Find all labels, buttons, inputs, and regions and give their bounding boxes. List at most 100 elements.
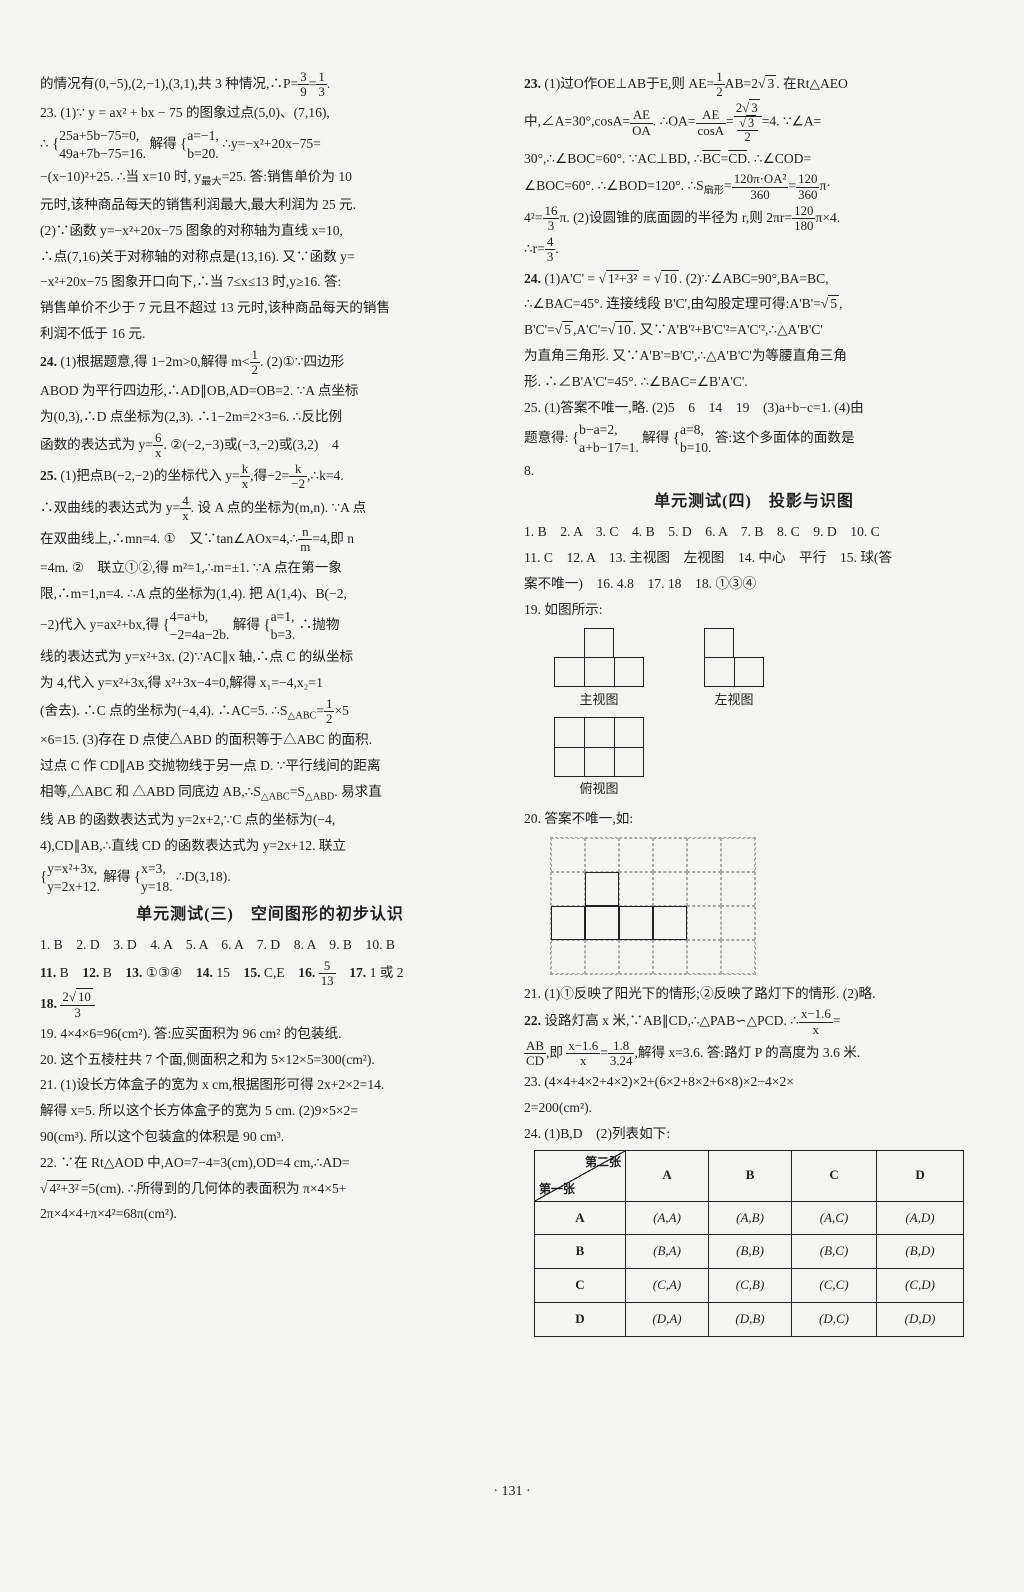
table-cell: (B,C)	[792, 1235, 877, 1269]
table-cell: (A,B)	[709, 1201, 792, 1235]
top-view-shape	[554, 717, 644, 777]
unit3-heading: 单元测试(三) 空间图形的初步认识	[40, 901, 500, 929]
text-line: 为(0,3),∴D 点坐标为(2,3). ∴1−2m=2×3=6. ∴反比例	[40, 405, 500, 429]
text-line: 90(cm³). 所以这个包装盒的体积是 90 cm³.	[40, 1125, 500, 1149]
table-cell: (D,B)	[709, 1302, 792, 1336]
text-line: 20. 这个五棱柱共 7 个面,侧面积之和为 5×12×5=300(cm²).	[40, 1048, 500, 1072]
text-line: 11. C 12. A 13. 主视图 左视图 14. 中心 平行 15. 球(…	[524, 546, 984, 570]
top-view-label: 俯视图	[554, 778, 644, 801]
table-col-header: A	[626, 1150, 709, 1201]
table-cell: (D,C)	[792, 1302, 877, 1336]
text-line: 25. (1)把点B(−2,−2)的坐标代入 y=kx,得−2=k−2,∴k=4…	[40, 462, 500, 491]
text-line: 2=200(cm²).	[524, 1096, 984, 1120]
table-cell: (C,C)	[792, 1269, 877, 1303]
text-line: 题意得: {b−a=2,a+b−17=1. 解得 {a=8,b=10. 答:这个…	[524, 421, 984, 456]
text-line: (舍去). ∴C 点的坐标为(−4,4). ∴AC=5. ∴S△ABC=12×5	[40, 697, 500, 726]
table-row: C (C,A) (C,B) (C,C) (C,D)	[535, 1269, 964, 1303]
text-line: 元时,该种商品每天的销售利润最大,最大利润为 25 元.	[40, 193, 500, 217]
text-line: 24. (1)A'C' = √1²+3² = √10. (2)∵∠ABC=90°…	[524, 267, 984, 291]
text-line: ABOD 为平行四边形,∴AD∥OB,AD=OB=2. ∵A 点坐标	[40, 379, 500, 403]
three-views-diagram: 主视图 左视图 俯视图	[554, 628, 984, 802]
text-line: 利润不低于 16 元.	[40, 322, 500, 346]
text-line: −(x−10)²+25. ∴当 x=10 时, y最大=25. 答:销售单价为 …	[40, 165, 500, 192]
table-cell: (C,A)	[626, 1269, 709, 1303]
text-line: 22. 设路灯高 x 米,∵AB∥CD,∴△PAB∽△PCD. ∴x−1.6x=	[524, 1007, 984, 1036]
table-cell: (D,D)	[877, 1302, 964, 1336]
table-col-header: B	[709, 1150, 792, 1201]
text-line: 11. B 12. B 13. ①③④ 14. 15 15. C,E 16. 5…	[40, 959, 500, 988]
left-view-shape	[704, 628, 764, 688]
table-row-header: D	[535, 1302, 626, 1336]
text-line: 19. 4×4×6=96(cm²). 答:应买面积为 96 cm² 的包装纸.	[40, 1022, 500, 1046]
text-line: 相等,△ABC 和 △ABD 同底边 AB,∴S△ABC=S△ABD. 易求直	[40, 780, 500, 807]
text-line: 中,∠A=30°,cosA=AEOA. ∴OA=AEcosA=2√3√32=4.…	[524, 101, 984, 144]
table-row-header: A	[535, 1201, 626, 1235]
text-line: ∠BOC=60°. ∴∠BOD=120°. ∴S扇形=120π·OA²360=1…	[524, 172, 984, 201]
table-row: A (A,A) (A,B) (A,C) (A,D)	[535, 1201, 964, 1235]
text-line: 线的表达式为 y=x²+3x. (2)∵AC∥x 轴,∴点 C 的纵坐标	[40, 645, 500, 669]
text-line: B'C'=√5,A'C'=√10. 又∵A'B'²+B'C'²=A'C'²,∴△…	[524, 318, 984, 342]
text-line: 为 4,代入 y=x²+3x,得 x²+3x−4=0,解得 x₁=−4,x₂=1	[40, 671, 500, 695]
text-line: ABCD,即 x−1.6x=1.83.24,解得 x=3.6. 答:路灯 P 的…	[524, 1039, 984, 1068]
text-line: 解得 x=5. 所以这个长方体盒子的宽为 5 cm. (2)9×5×2=	[40, 1099, 500, 1123]
text-line: 线 AB 的函数表达式为 y=2x+2,∵C 点的坐标为(−4,	[40, 808, 500, 832]
right-column: 23. (1)过O作OE⊥AB于E,则 AE=12AB=2√3. 在Rt△AEO…	[524, 70, 984, 1450]
text-line: 21. (1)设长方体盒子的宽为 x cm,根据图形可得 2x+2×2=14.	[40, 1073, 500, 1097]
table-cell: (A,A)	[626, 1201, 709, 1235]
text-line: ∴∠BAC=45°. 连接线段 B'C',由勾股定理可得:A'B'=√5,	[524, 292, 984, 316]
text-line: 23. (4×4+4×2+4×2)×2+(6×2+8×2+6×8)×2−4×2×	[524, 1070, 984, 1094]
text-line: 2π×4×4+π×4²=68π(cm²).	[40, 1202, 500, 1226]
text-line: 的情况有(0,−5),(2,−1),(3,1),共 3 种情况,∴P=39=13…	[40, 70, 500, 99]
text-line: √4²+3²=5(cm). ∴所得到的几何体的表面积为 π×4×5+	[40, 1177, 500, 1201]
text-line: 销售单价不少于 7 元且不超过 13 元时,该种商品每天的销售	[40, 296, 500, 320]
text-line: 25. (1)答案不唯一,略. (2)5 6 14 19 (3)a+b−c=1.…	[524, 396, 984, 420]
table-row-header: B	[535, 1235, 626, 1269]
table-cell: (D,A)	[626, 1302, 709, 1336]
text-line: (2)∵函数 y=−x²+20x−75 图象的对称轴为直线 x=10,	[40, 219, 500, 243]
text-line: 23. (1)过O作OE⊥AB于E,则 AE=12AB=2√3. 在Rt△AEO	[524, 70, 984, 99]
dotted-grid-diagram	[550, 837, 756, 975]
text-line: 24. (1)B,D (2)列表如下:	[524, 1122, 984, 1146]
text-line: 4²=163π. (2)设圆锥的底面圆的半径为 r,则 2πr=120180π×…	[524, 204, 984, 233]
probability-table: 第二张 第一张 A B C D A (A,A) (A,B) (A,C) (A,D…	[534, 1150, 964, 1337]
table-col-header: D	[877, 1150, 964, 1201]
text-line: 为直角三角形. 又∵A'B'=B'C',∴△A'B'C'为等腰直角三角	[524, 344, 984, 368]
table-diag-header: 第二张 第一张	[535, 1150, 626, 1201]
unit4-heading: 单元测试(四) 投影与识图	[524, 488, 984, 516]
table-cell: (A,C)	[792, 1201, 877, 1235]
text-line: 20. 答案不唯一,如:	[524, 807, 984, 831]
text-line: ∴双曲线的表达式为 y=4x. 设 A 点的坐标为(m,n). ∵A 点	[40, 494, 500, 523]
table-cell: (B,B)	[709, 1235, 792, 1269]
table-cell: (A,D)	[877, 1201, 964, 1235]
text-line: 在双曲线上,∴mn=4. ① 又∵tan∠AOx=4,∴nm=4,即 n	[40, 525, 500, 554]
text-line: 21. (1)①反映了阳光下的情形;②反映了路灯下的情形. (2)略.	[524, 982, 984, 1006]
text-line: 形. ∴∠B'A'C'=45°. ∴∠BAC=∠B'A'C'.	[524, 370, 984, 394]
text-line: 1. B 2. D 3. D 4. A 5. A 6. A 7. D 8. A …	[40, 933, 500, 957]
table-cell: (B,A)	[626, 1235, 709, 1269]
text-line: 24. (1)根据题意,得 1−2m>0,解得 m<12. (2)①∵四边形	[40, 348, 500, 377]
text-line: ∴点(7,16)关于对称轴的对称点是(13,16). 又∵函数 y=	[40, 245, 500, 269]
text-line: 18. 2√103	[40, 990, 500, 1019]
table-row: D (D,A) (D,B) (D,C) (D,D)	[535, 1302, 964, 1336]
text-line: −2)代入 y=ax²+bx,得 {4=a+b,−2=4a−2b. 解得 {a=…	[40, 608, 500, 643]
text-line: 限,∴m=1,n=4. ∴A 点的坐标为(1,4). 把 A(1,4)、B(−2…	[40, 582, 500, 606]
table-cell: (C,B)	[709, 1269, 792, 1303]
left-column: 的情况有(0,−5),(2,−1),(3,1),共 3 种情况,∴P=39=13…	[40, 70, 500, 1450]
table-row: B (B,A) (B,B) (B,C) (B,D)	[535, 1235, 964, 1269]
text-line: ∴r=43.	[524, 235, 984, 264]
text-line: 23. (1)∵ y = ax² + bx − 75 的图象过点(5,0)、(7…	[40, 101, 500, 125]
text-line: ∴ {25a+5b−75=0,49a+7b−75=16. 解得 {a=−1,b=…	[40, 127, 500, 162]
page-number: · 131 ·	[0, 1484, 1024, 1500]
text-line: −x²+20x−75 图象开口向下,∴当 7≤x≤13 时,y≥16. 答:	[40, 270, 500, 294]
text-line: =4m. ② 联立①②,得 m²=1,∴m=±1. ∵A 点在第一象	[40, 556, 500, 580]
text-line: 4),CD∥AB,∴直线 CD 的函数表达式为 y=2x+12. 联立	[40, 834, 500, 858]
front-view-shape	[554, 628, 644, 688]
table-cell: (C,D)	[877, 1269, 964, 1303]
text-line: 过点 C 作 CD∥AB 交抛物线于另一点 D. ∵平行线间的距离	[40, 754, 500, 778]
text-line: 19. 如图所示:	[524, 598, 984, 622]
text-line: 案不唯一) 16. 4.8 17. 18 18. ①③④	[524, 572, 984, 596]
text-line: 30°,∴∠BOC=60°. ∵AC⊥BD, ∴BC=CD. ∴∠COD=	[524, 147, 984, 171]
text-line: 22. ∵在 Rt△AOD 中,AO=7−4=3(cm),OD=4 cm,∴AD…	[40, 1151, 500, 1175]
text-line: ×6=15. (3)存在 D 点使△ABD 的面积等于△ABC 的面积.	[40, 728, 500, 752]
table-col-header: C	[792, 1150, 877, 1201]
